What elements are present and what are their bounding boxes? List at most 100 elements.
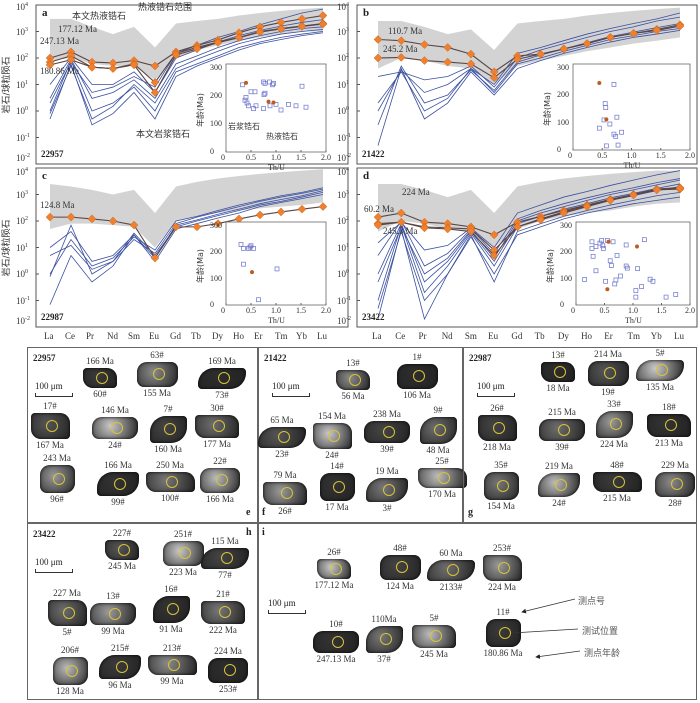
- inset-hydrothermal-point: [271, 100, 276, 105]
- y-tick-label: 100: [337, 269, 349, 279]
- inset-magmatic-point: [248, 243, 254, 249]
- inset-y-tick-label: 100: [560, 273, 572, 283]
- analysis-spot-circle: [434, 424, 446, 436]
- zircon-grain: [364, 421, 410, 443]
- series-age-label: 245.3 Ma: [383, 226, 418, 236]
- hydrothermal-data-point: [373, 53, 383, 63]
- cl-panel-f: [258, 347, 463, 523]
- y-tick-label: 100: [16, 269, 28, 279]
- inset-magmatic-point: [601, 246, 606, 251]
- zircon-grain: [379, 554, 421, 580]
- inset-magmatic-point: [246, 246, 251, 251]
- analysis-spot-circle: [555, 479, 567, 491]
- zircon-grain: [263, 481, 307, 505]
- legend-spot-number: 测点号: [578, 597, 606, 607]
- magmatic-zircon-line: [377, 28, 681, 112]
- zircon-grain: [313, 631, 359, 653]
- inset-magmatic-point: [262, 81, 268, 86]
- zircon-grain: [198, 367, 246, 389]
- scale-bar-line: [272, 393, 310, 397]
- analysis-spot-circle: [656, 364, 668, 376]
- inset-magmatic-point: [650, 278, 656, 284]
- zircon-grain: [90, 603, 136, 625]
- inset-frame: [225, 63, 327, 153]
- grain-top-label: 206#: [61, 645, 79, 655]
- inset-hydrothermal-point: [604, 117, 609, 122]
- inset-magmatic-point: [593, 268, 599, 274]
- y-tick-exponent: 2: [25, 53, 28, 59]
- hydrothermal-data-point: [489, 73, 499, 83]
- zircon-grain: [541, 362, 575, 382]
- grain-top-label: 1#: [412, 351, 422, 362]
- grain-top-label: 214 Ma: [594, 348, 622, 359]
- analysis-spot-circle: [114, 478, 126, 490]
- magmatic-zircon-line: [49, 194, 324, 305]
- hydrothermal-data-point: [45, 60, 55, 70]
- grain-top-label: 227#: [113, 528, 131, 538]
- grain-bottom-label: 170 Ma: [428, 489, 456, 499]
- analysis-spot-circle: [53, 473, 65, 485]
- magmatic-zircon-line: [49, 187, 324, 275]
- zircon-grain: [39, 465, 75, 493]
- inset-annotation: 热液锆石: [266, 132, 298, 141]
- scale-bar-line: [35, 569, 73, 573]
- inset-y-label: 年龄(Ma): [196, 92, 205, 128]
- grain-bottom-label: 224 Ma: [600, 438, 628, 449]
- grain-top-label: 166 Ma: [104, 460, 132, 470]
- hydrothermal-data-point: [192, 44, 202, 54]
- analysis-spot-circle: [116, 661, 128, 673]
- y-tick-exponent: 0: [346, 269, 349, 275]
- grain-bottom-label: 160 Ma: [154, 443, 182, 454]
- analysis-spot-circle: [216, 474, 228, 486]
- grain-bottom-label: 106 Ma: [403, 389, 431, 400]
- grain-bottom-label: 5#: [62, 627, 72, 637]
- grain-bottom-label: 166 Ma: [206, 493, 234, 504]
- grain-top-label: 22#: [213, 455, 227, 466]
- analysis-spot-circle: [332, 636, 344, 648]
- hydrothermal-data-point: [129, 60, 139, 70]
- magmatic-zircon-line: [49, 8, 324, 104]
- y-tick-exponent: -2: [346, 316, 351, 322]
- analysis-spot-circle: [218, 372, 230, 384]
- legend-spot-age: 测点年龄: [584, 649, 621, 659]
- inset-magmatic-point: [261, 92, 267, 97]
- inset-magmatic-point: [623, 242, 629, 248]
- y-axis-label: 岩石/球粒陨石: [2, 218, 12, 277]
- grain-top-label: 215 Ma: [548, 407, 576, 417]
- panel-letter: b: [363, 7, 370, 19]
- zircon-grain: [587, 360, 629, 386]
- scale-bar-label: 100 μm: [35, 557, 63, 567]
- zircon-grain: [99, 655, 141, 679]
- inset-magmatic-point: [619, 129, 624, 135]
- grain-bottom-label: 18 Ma: [546, 383, 570, 393]
- grain-bottom-label: 253#: [219, 683, 237, 694]
- inset-frame: [575, 221, 691, 306]
- hydrothermal-data-point: [255, 210, 265, 220]
- inset-y-tick-label: 200: [557, 90, 569, 100]
- inset-y-tick-label: 300: [557, 63, 569, 72]
- scale-bar-line: [35, 393, 73, 397]
- inset-magmatic-point: [274, 266, 280, 272]
- y-tick-label: 10-1: [16, 295, 30, 306]
- x-tick-label: Gd: [511, 331, 523, 341]
- y-tick-exponent: -1: [25, 295, 30, 302]
- analysis-spot-circle: [413, 370, 425, 382]
- x-tick-label: La: [44, 331, 54, 341]
- y-tick-label: 104: [16, 167, 28, 177]
- inset-magmatic-point: [273, 102, 279, 107]
- inset-magmatic-point: [271, 81, 276, 86]
- y-tick-exponent: 3: [25, 189, 28, 196]
- grain-bottom-label: 99#: [111, 497, 125, 507]
- inset-y-label: 年龄(Ma): [196, 248, 205, 283]
- inset-hydrothermal-point: [250, 270, 254, 275]
- inset-x-tick-label: 0.5: [246, 306, 256, 315]
- grain-top-label: 5#: [429, 612, 439, 623]
- inset-magmatic-point: [244, 100, 250, 106]
- inset-magmatic-point: [261, 79, 266, 85]
- x-tick-label: Er: [254, 331, 263, 341]
- inset-hydrothermal-point: [634, 244, 639, 249]
- chart-panel-b: [356, 4, 698, 165]
- x-tick-label: Eu: [488, 331, 499, 341]
- analysis-spot-circle: [499, 627, 511, 639]
- zircon-grain: [477, 415, 517, 441]
